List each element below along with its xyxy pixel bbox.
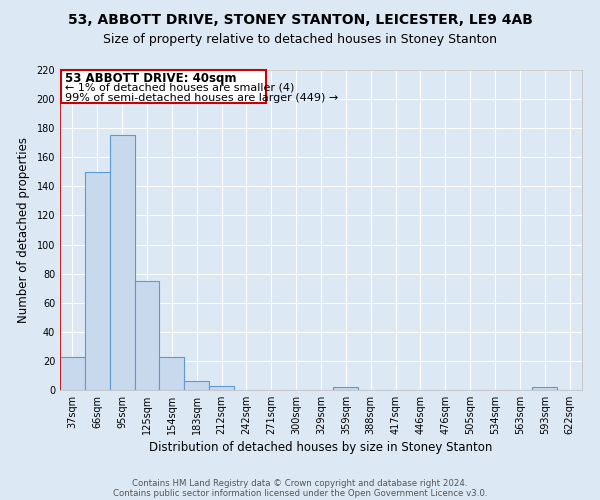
Text: Contains HM Land Registry data © Crown copyright and database right 2024.: Contains HM Land Registry data © Crown c… bbox=[132, 478, 468, 488]
Text: ← 1% of detached houses are smaller (4): ← 1% of detached houses are smaller (4) bbox=[65, 82, 295, 92]
Bar bbox=[85, 172, 110, 390]
Bar bbox=[532, 387, 557, 390]
Bar bbox=[110, 136, 134, 390]
Text: 53, ABBOTT DRIVE, STONEY STANTON, LEICESTER, LE9 4AB: 53, ABBOTT DRIVE, STONEY STANTON, LEICES… bbox=[68, 12, 532, 26]
Bar bbox=[209, 386, 234, 390]
Text: 53 ABBOTT DRIVE: 40sqm: 53 ABBOTT DRIVE: 40sqm bbox=[65, 72, 236, 85]
Text: Contains public sector information licensed under the Open Government Licence v3: Contains public sector information licen… bbox=[113, 488, 487, 498]
Text: 99% of semi-detached houses are larger (449) →: 99% of semi-detached houses are larger (… bbox=[65, 93, 338, 103]
Bar bbox=[334, 387, 358, 390]
Y-axis label: Number of detached properties: Number of detached properties bbox=[17, 137, 29, 323]
Text: Size of property relative to detached houses in Stoney Stanton: Size of property relative to detached ho… bbox=[103, 32, 497, 46]
Bar bbox=[60, 356, 85, 390]
X-axis label: Distribution of detached houses by size in Stoney Stanton: Distribution of detached houses by size … bbox=[149, 441, 493, 454]
Bar bbox=[61, 70, 266, 103]
Bar bbox=[160, 356, 184, 390]
Bar bbox=[134, 281, 160, 390]
Bar bbox=[184, 382, 209, 390]
